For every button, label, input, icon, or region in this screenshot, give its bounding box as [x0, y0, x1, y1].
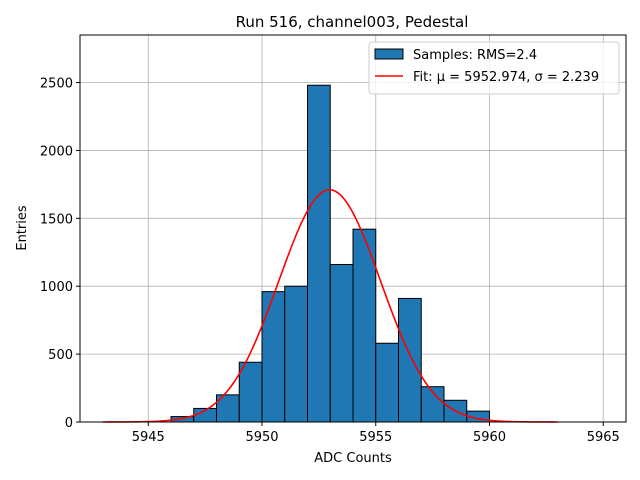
x-axis-ticks: 5945 5950 5955 5960 5965 — [132, 422, 620, 445]
y-tick-label: 2000 — [40, 144, 73, 159]
y-tick-label: 1500 — [40, 212, 73, 227]
legend: Samples: RMS=2.4 Fit: μ = 5952.974, σ = … — [368, 41, 620, 95]
x-axis-title: ADC Counts — [314, 451, 392, 466]
y-tick-label: 500 — [48, 348, 73, 363]
x-tick-label: 5955 — [359, 430, 392, 445]
y-tick-label: 2500 — [40, 77, 73, 92]
histogram-bars — [170, 84, 490, 423]
histogram-bar — [238, 361, 263, 423]
histogram-bar — [375, 342, 399, 423]
x-tick-label: 5950 — [245, 430, 278, 445]
x-tick-label: 5945 — [132, 430, 165, 445]
x-tick-label: 5960 — [473, 430, 506, 445]
y-axis-ticks: 0 500 1000 1500 2000 2500 — [40, 77, 80, 431]
legend-box — [368, 41, 620, 95]
histogram-bar — [284, 285, 308, 423]
fit-curve — [102, 189, 558, 423]
histogram-bar — [329, 263, 354, 423]
histogram-bar — [261, 291, 286, 423]
x-tick-label: 5965 — [587, 430, 620, 445]
y-axis-title: Entries — [15, 205, 30, 251]
histogram-bar — [307, 84, 331, 423]
chart-title: Run 516, channel003, Pedestal — [236, 13, 469, 31]
y-tick-label: 0 — [65, 416, 73, 431]
y-tick-label: 1000 — [40, 280, 73, 295]
legend-swatch-samples — [374, 48, 404, 60]
legend-label-samples: Samples: RMS=2.4 — [413, 48, 537, 63]
legend-label-fit: Fit: μ = 5952.974, σ = 2.239 — [413, 70, 599, 85]
histogram-bar — [398, 297, 422, 423]
plot-frame — [79, 34, 627, 423]
